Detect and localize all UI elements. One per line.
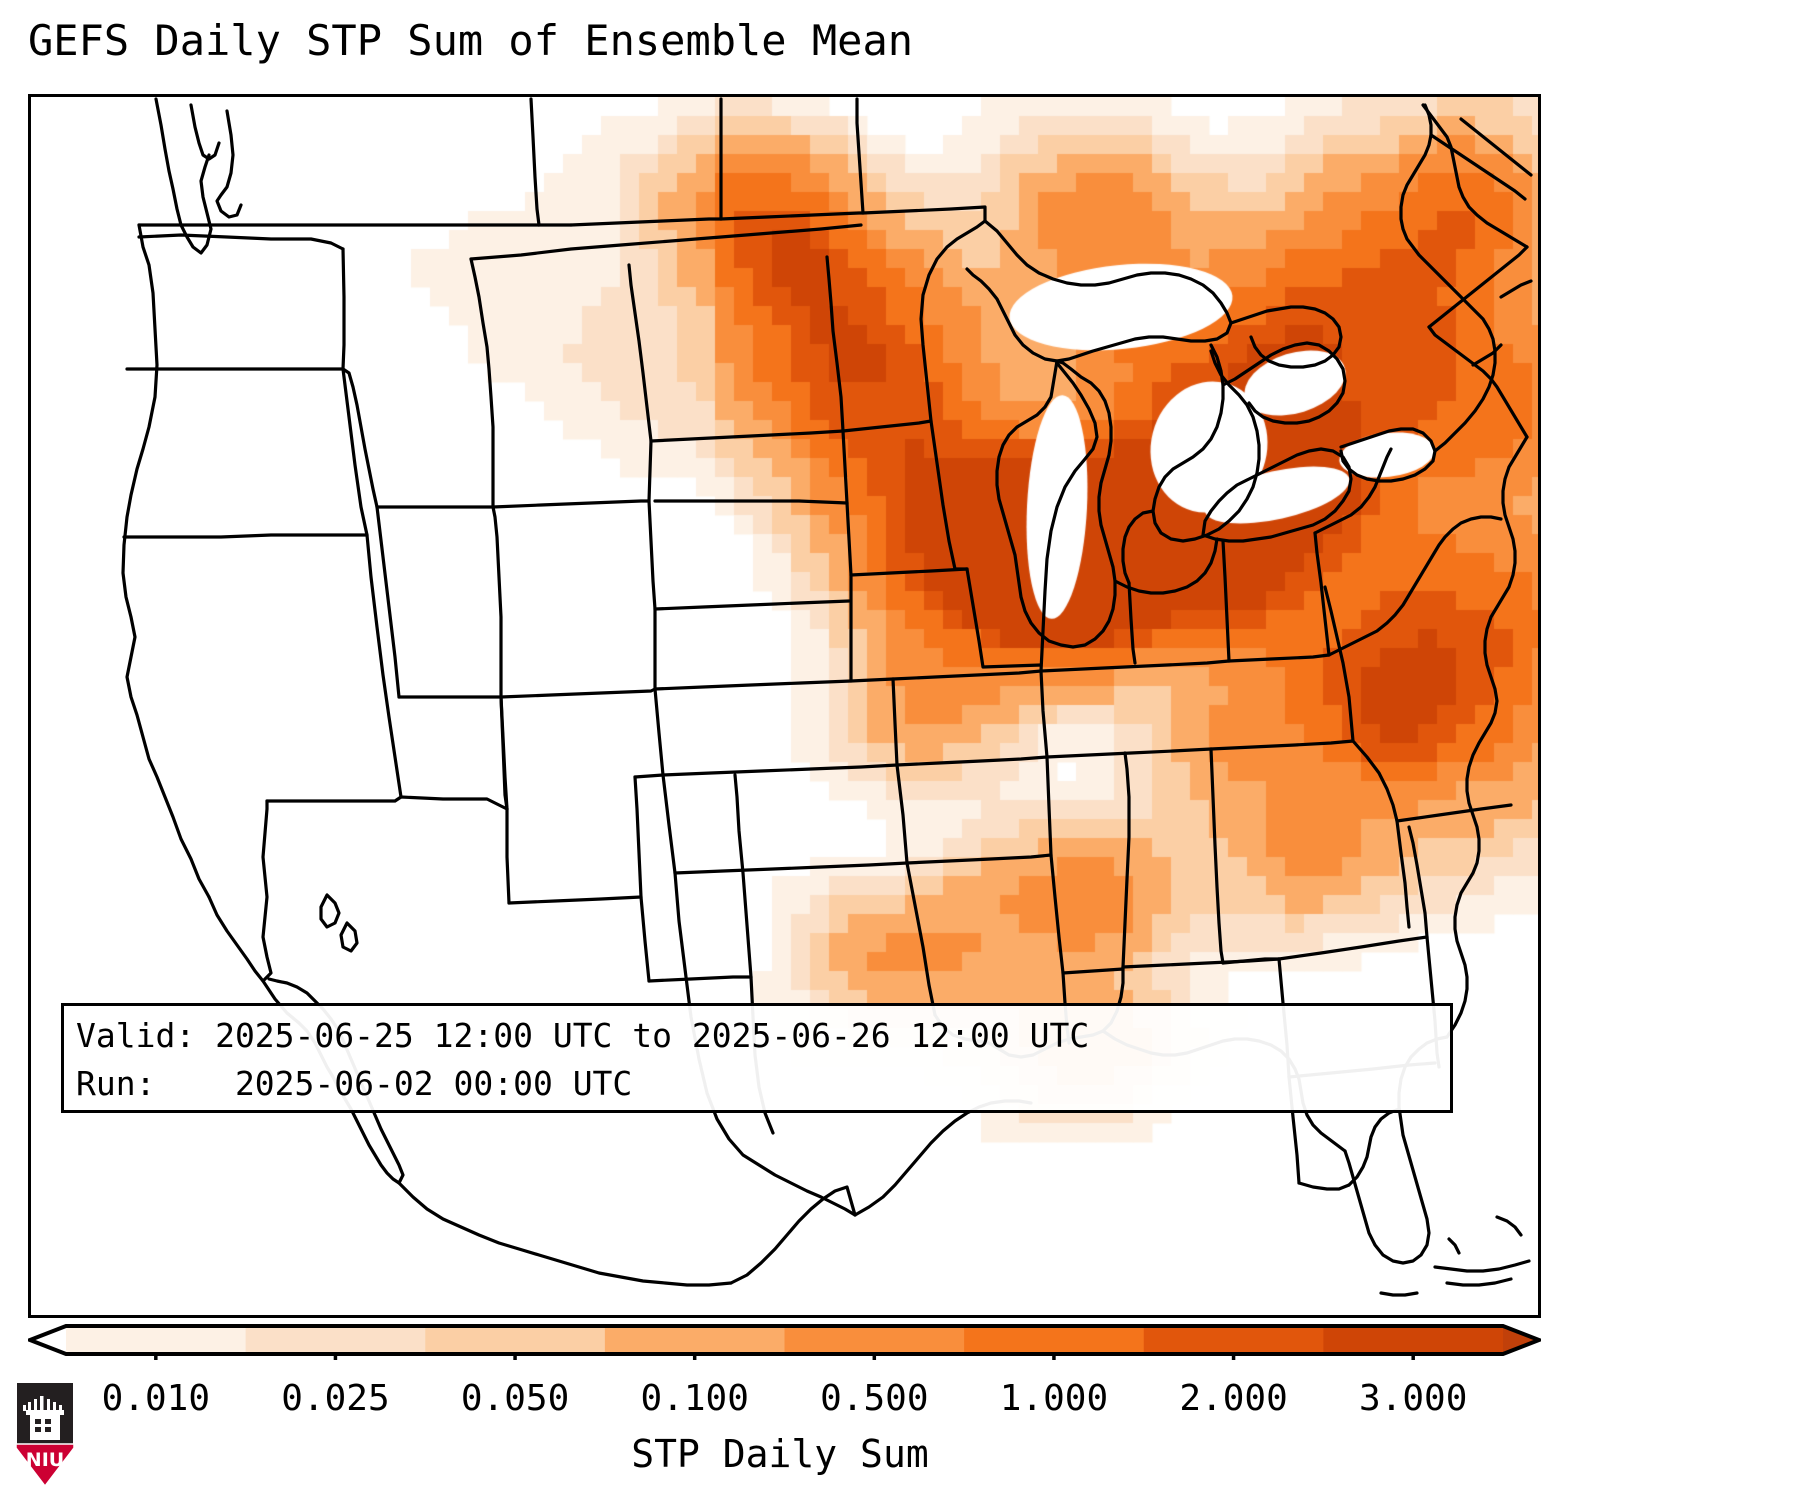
- colorbar-band: [1143, 1326, 1324, 1354]
- forecast-annotation-box: Valid: 2025-06-25 12:00 UTC to 2025-06-2…: [61, 1003, 1453, 1113]
- page-title: GEFS Daily STP Sum of Ensemble Mean: [28, 16, 914, 65]
- colorbar[interactable]: [28, 1320, 1541, 1360]
- colorbar-axis-label: STP Daily Sum: [631, 1432, 929, 1476]
- colorbar-band: [66, 1326, 247, 1354]
- colorbar-svg: [28, 1324, 1541, 1360]
- colorbar-tick-label: 0.010: [101, 1378, 210, 1419]
- colorbar-outline: [28, 1324, 1541, 1356]
- colorbar-band: [964, 1326, 1145, 1354]
- colorbar-tick-labels: 0.010 0.025 0.050 0.100 0.500 1.000 2.000 3.000: [0, 1378, 1803, 1424]
- colorbar-band: [604, 1326, 786, 1354]
- colorbar-band: [245, 1326, 426, 1354]
- colorbar-tick-label: 0.500: [820, 1378, 929, 1419]
- valid-time-line: Valid: 2025-06-25 12:00 UTC to 2025-06-2…: [76, 1016, 1090, 1055]
- map-panel[interactable]: Valid: 2025-06-25 12:00 UTC to 2025-06-2…: [28, 94, 1541, 1318]
- colorbar-tick-label: 1.000: [999, 1378, 1109, 1419]
- colorbar-tick-label: 0.025: [281, 1378, 390, 1419]
- colorbar-band: [784, 1326, 965, 1354]
- map-clip: [31, 97, 1538, 1315]
- colorbar-under-arrow: [30, 1326, 66, 1354]
- colorbar-band: [425, 1326, 606, 1354]
- colorbar-tick-label: 3.000: [1359, 1378, 1468, 1419]
- map-borders-overlay: [121, 97, 1533, 1297]
- niu-logo: NIU: [15, 1381, 75, 1488]
- colorbar-band: [1323, 1326, 1504, 1354]
- niu-logo-text: NIU: [26, 1449, 64, 1471]
- colorbar-tick-label: 2.000: [1179, 1378, 1288, 1419]
- colorbar-over-arrow: [1503, 1326, 1539, 1354]
- colorbar-tick-label: 0.100: [640, 1378, 749, 1419]
- colorbar-tick-label: 0.050: [460, 1378, 570, 1419]
- run-time-line: Run: 2025-06-02 00:00 UTC: [76, 1064, 633, 1103]
